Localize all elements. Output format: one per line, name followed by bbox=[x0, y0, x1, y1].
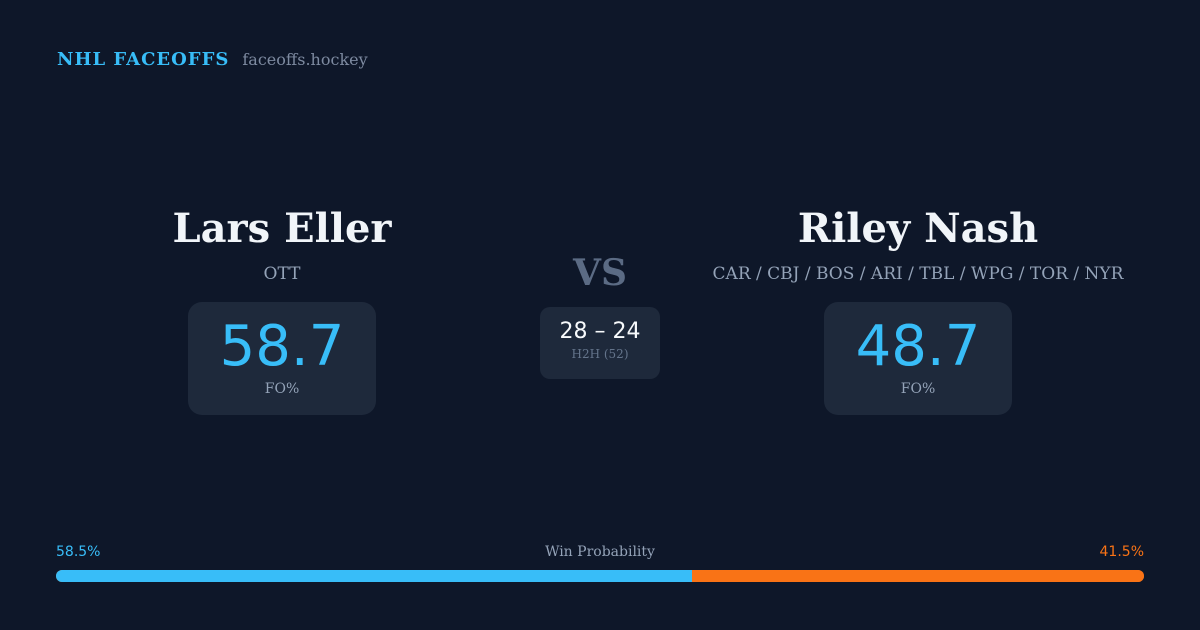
brand: NHL FACEOFFS faceoffs.hockey bbox=[57, 49, 368, 70]
fo-card: 48.7 FO% bbox=[823, 302, 1013, 415]
fo-label: FO% bbox=[900, 380, 936, 397]
player-name: Lars Eller bbox=[172, 205, 392, 252]
probability-bar bbox=[56, 570, 1144, 582]
player-team: CAR / CBJ / BOS / ARI / TBL / WPG / TOR … bbox=[712, 264, 1124, 284]
left-probability: 58.5% bbox=[56, 544, 101, 560]
h2h-label: H2H (52) bbox=[571, 347, 629, 361]
brand-title: NHL FACEOFFS bbox=[57, 49, 230, 70]
fo-label: FO% bbox=[264, 380, 300, 397]
fo-pct: 48.7 bbox=[855, 314, 981, 379]
left-probability-fill bbox=[56, 570, 693, 582]
player-team: OTT bbox=[263, 264, 301, 284]
right-player: Riley Nash CAR / CBJ / BOS / ARI / TBL /… bbox=[708, 205, 1128, 415]
left-player: Lars Eller OTT 58.7 FO% bbox=[72, 205, 492, 415]
win-probability-label: Win Probability bbox=[545, 544, 655, 560]
right-probability: 41.5% bbox=[1099, 544, 1144, 560]
fo-card: 58.7 FO% bbox=[187, 302, 377, 415]
player-name: Riley Nash bbox=[797, 205, 1039, 252]
fo-pct: 58.7 bbox=[219, 314, 345, 379]
h2h-card: 28 – 24 H2H (52) bbox=[540, 307, 660, 379]
h2h-score: 28 – 24 bbox=[559, 319, 641, 344]
right-probability-fill bbox=[692, 570, 1144, 582]
brand-url: faceoffs.hockey bbox=[242, 50, 368, 69]
vs-label: VS bbox=[573, 252, 627, 294]
